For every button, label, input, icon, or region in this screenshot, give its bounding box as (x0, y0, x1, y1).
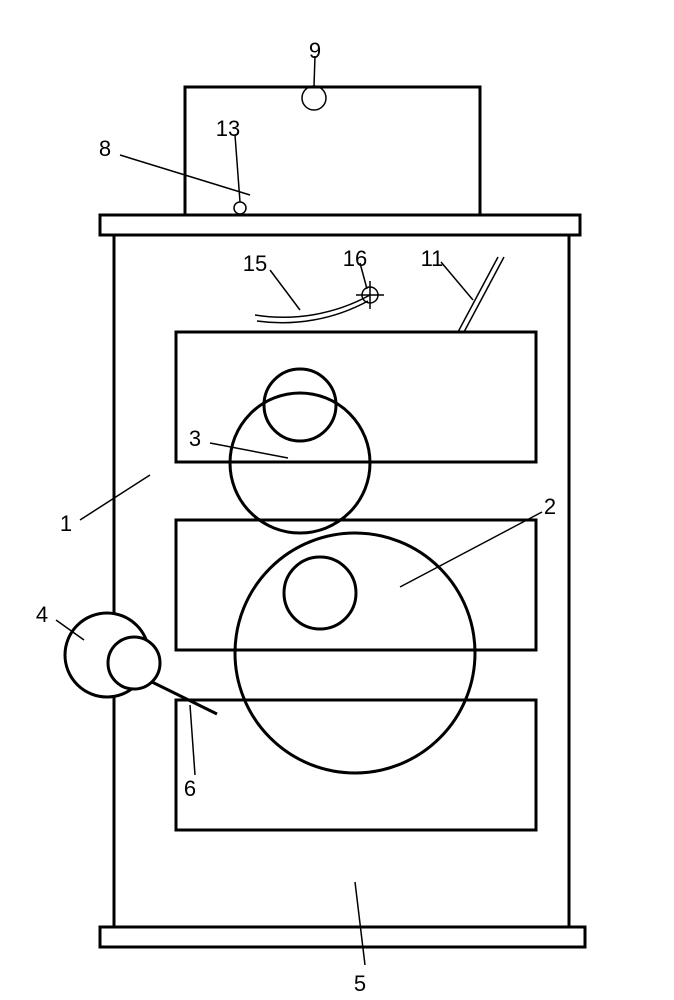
rect-inner_bot (176, 700, 536, 830)
double-line-a (458, 257, 498, 332)
arc-outer (255, 295, 370, 317)
circle-small_hub (264, 369, 336, 441)
label-3: 3 (189, 426, 201, 451)
label-2: 2 (544, 494, 556, 519)
rect-inner_top (176, 332, 536, 462)
label-13: 13 (216, 116, 240, 141)
label-1: 1 (60, 511, 72, 536)
rect-top_box (185, 87, 480, 215)
circle-port_mid (234, 202, 246, 214)
rect-bottom_plate (100, 927, 585, 947)
label-9: 9 (309, 38, 321, 63)
leader-6 (190, 705, 195, 775)
small-link (152, 682, 217, 714)
leader-3 (210, 443, 288, 458)
leader-2 (400, 512, 542, 587)
leader-11 (441, 262, 473, 300)
label-4: 4 (36, 602, 48, 627)
label-16: 16 (343, 246, 367, 271)
leader-5 (355, 882, 365, 965)
rect-large_frame (114, 235, 569, 927)
circle-left_disc_in (108, 637, 160, 689)
label-5: 5 (354, 971, 366, 996)
circle-large_wheel (235, 533, 475, 773)
double-line-b (464, 257, 504, 332)
circle-port_top (302, 86, 326, 110)
circle-large_hub (284, 557, 356, 629)
label-11: 11 (421, 246, 444, 271)
label-15: 15 (243, 251, 267, 276)
rect-top_plate (100, 215, 580, 235)
label-6: 6 (184, 776, 196, 801)
label-8: 8 (99, 136, 111, 161)
leader-15 (270, 270, 300, 310)
